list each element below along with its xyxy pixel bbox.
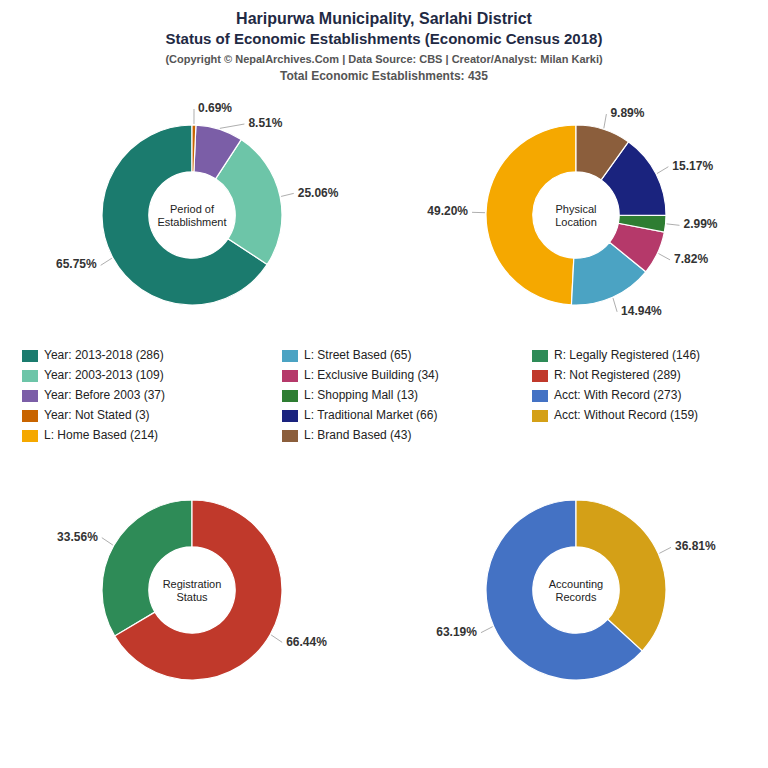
legend-entry: Year: Before 2003 (37) xyxy=(44,388,165,402)
pie-title: RegistrationStatus xyxy=(163,578,222,603)
data-label: 33.56% xyxy=(57,530,98,544)
legend-swatch xyxy=(22,430,38,442)
legend-entry: L: Brand Based (43) xyxy=(304,428,411,442)
data-label: 49.20% xyxy=(427,204,468,218)
donut-slice xyxy=(576,500,666,651)
subtitle: (Copyright © NepalArchives.Com | Data So… xyxy=(165,53,603,65)
legend-entry: L: Exclusive Building (34) xyxy=(304,368,439,382)
legend-swatch xyxy=(282,410,298,422)
donut-slice xyxy=(618,215,666,232)
pie-title-line: Establishment xyxy=(157,216,226,228)
legend-entry: Year: 2013-2018 (286) xyxy=(44,348,164,362)
pie-title-line: Records xyxy=(556,591,597,603)
leader-line xyxy=(472,212,485,213)
donut-slice xyxy=(576,125,628,180)
legend-entry: Acct: Without Record (159) xyxy=(554,408,698,422)
legend-swatch xyxy=(282,350,298,362)
donut-chart xyxy=(486,500,666,680)
donut-slice xyxy=(194,125,241,179)
pie-title-line: Period of xyxy=(170,203,215,215)
leader-line xyxy=(220,124,245,128)
leader-line xyxy=(659,547,671,553)
leader-line xyxy=(604,114,607,128)
legend-swatch xyxy=(282,430,298,442)
donut-slice xyxy=(115,500,282,680)
data-label: 7.82% xyxy=(674,252,708,266)
donut-chart xyxy=(102,500,282,680)
legend-entry: L: Home Based (214) xyxy=(44,428,158,442)
data-label: 36.81% xyxy=(675,539,716,553)
leader-line xyxy=(667,224,680,225)
data-label: 8.51% xyxy=(248,116,282,130)
legend-swatch xyxy=(532,370,548,382)
donut-slice xyxy=(102,500,192,636)
leader-line xyxy=(481,627,493,633)
legend-swatch xyxy=(532,410,548,422)
leader-line xyxy=(102,538,113,545)
subtitle: Total Economic Establishments: 435 xyxy=(280,69,488,83)
legend-entry: Acct: With Record (273) xyxy=(554,388,681,402)
chart-page: Haripurwa Municipality, Sarlahi District… xyxy=(0,0,768,768)
legend-entry: L: Street Based (65) xyxy=(304,348,411,362)
data-label: 2.99% xyxy=(683,217,717,231)
legend-swatch xyxy=(22,410,38,422)
legend-swatch xyxy=(282,370,298,382)
legend-entry: L: Traditional Market (66) xyxy=(304,408,437,422)
pie-title-line: Physical xyxy=(556,203,597,215)
data-label: 65.75% xyxy=(56,257,97,271)
donut-chart xyxy=(486,125,666,305)
leader-line xyxy=(271,635,282,642)
pie-title-line: Accounting xyxy=(549,578,603,590)
leader-line xyxy=(658,254,670,260)
leader-line xyxy=(657,167,668,174)
background xyxy=(0,0,768,768)
legend-entry: L: Shopping Mall (13) xyxy=(304,388,418,402)
pie-title-line: Location xyxy=(555,216,597,228)
donut-chart xyxy=(102,125,282,305)
legend-swatch xyxy=(282,390,298,402)
legend-entry: R: Not Registered (289) xyxy=(554,368,681,382)
pie-title-line: Registration xyxy=(163,578,222,590)
title: Haripurwa Municipality, Sarlahi District xyxy=(236,10,532,27)
leader-line xyxy=(193,109,194,124)
data-label: 25.06% xyxy=(298,186,339,200)
legend-entry: Year: 2003-2013 (109) xyxy=(44,368,164,382)
legend-entry: R: Legally Registered (146) xyxy=(554,348,700,362)
legend-swatch xyxy=(22,370,38,382)
leader-line xyxy=(281,193,294,196)
legend-swatch xyxy=(22,390,38,402)
legend-entry: Year: Not Stated (3) xyxy=(44,408,150,422)
data-label: 66.44% xyxy=(286,635,327,649)
pie-title: Period ofEstablishment xyxy=(157,203,226,228)
data-label: 15.17% xyxy=(672,159,713,173)
legend-swatch xyxy=(532,390,548,402)
data-label: 0.69% xyxy=(198,101,232,115)
legend-swatch xyxy=(532,350,548,362)
data-label: 9.89% xyxy=(610,106,644,120)
pie-title: AccountingRecords xyxy=(549,578,603,603)
title: Status of Economic Establishments (Econo… xyxy=(166,30,603,47)
legend: Year: 2013-2018 (286) Year: 2003-2013 (10… xyxy=(22,348,700,442)
data-label: 14.94% xyxy=(621,304,662,318)
leader-line xyxy=(101,258,112,265)
donut-slice xyxy=(192,125,196,172)
pie-title-line: Status xyxy=(176,591,208,603)
legend-swatch xyxy=(22,350,38,362)
pie-title: PhysicalLocation xyxy=(555,203,597,228)
data-label: 63.19% xyxy=(436,625,477,639)
leader-line xyxy=(613,298,617,312)
